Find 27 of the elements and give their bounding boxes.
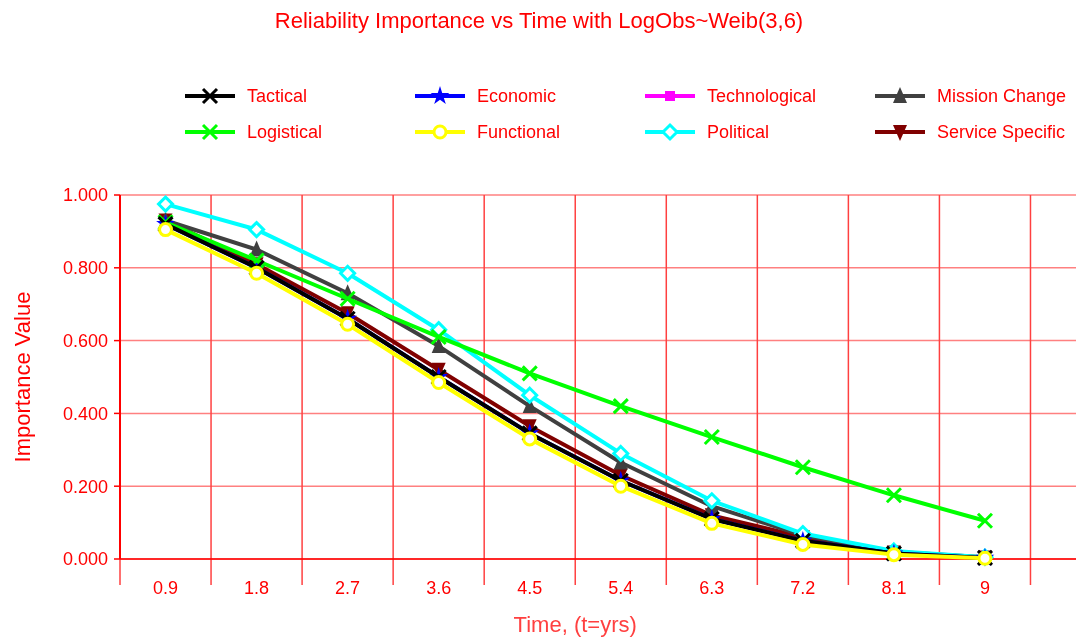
x-tick-label: 1.8 (244, 578, 270, 598)
chart-title: Reliability Importance vs Time with LogObs~Weib(3,6) (274, 8, 804, 33)
legend-label: Political (707, 122, 770, 143)
x-tick-label: 4.5 (517, 578, 543, 598)
y-tick-label: 0.200 (62, 476, 108, 497)
x-tick-label: 9 (979, 578, 990, 598)
x-tick-label: 0.9 (153, 578, 179, 598)
x-tick-label: 5.4 (608, 578, 634, 598)
y-axis-title: Importance Value (10, 291, 35, 463)
x-axis-title: Time, (t=yrs) (513, 612, 637, 637)
legend-label: Technological (707, 86, 817, 107)
y-tick-label: 1.000 (62, 185, 108, 206)
x-tick-label: 8.1 (881, 578, 907, 598)
legend-label: Economic (477, 86, 557, 107)
x-tick-label: 2.7 (335, 578, 361, 598)
y-tick-label: 0.400 (62, 403, 108, 424)
legend-label: Service Specific (937, 122, 1066, 143)
y-tick-label: 0.000 (62, 549, 108, 570)
x-tick-label: 7.2 (790, 578, 816, 598)
y-tick-label: 0.800 (62, 258, 108, 279)
legend-label: Tactical (247, 86, 308, 107)
y-tick-label: 0.600 (62, 330, 108, 351)
legend-label: Logistical (247, 122, 323, 143)
x-tick-label: 3.6 (426, 578, 452, 598)
x-tick-label: 6.3 (699, 578, 725, 598)
legend-label: Functional (477, 122, 561, 143)
legend-label: Mission Change (937, 86, 1067, 107)
